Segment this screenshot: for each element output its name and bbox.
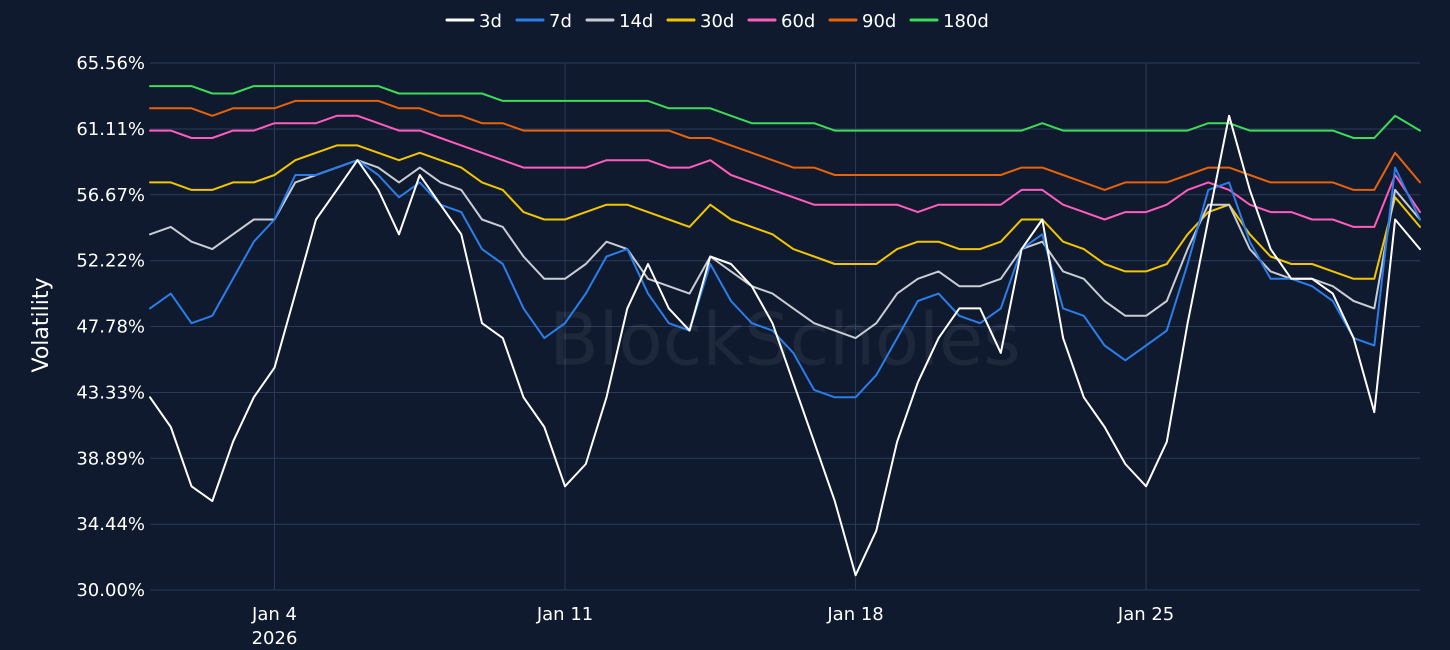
y-axis-title: Volatility — [29, 277, 54, 372]
x-tick-sublabel: 2026 — [252, 628, 298, 649]
legend-label-3d: 3d — [479, 11, 502, 32]
legend-label-7d: 7d — [549, 11, 572, 32]
series-line-60d — [149, 114, 1421, 228]
y-tick-label: 56.67% — [76, 185, 145, 206]
x-tick-label: Jan 18 — [826, 604, 883, 625]
y-tick-label: 65.56% — [76, 53, 145, 74]
series-line-7d — [149, 159, 1421, 399]
y-tick-label: 34.44% — [76, 514, 145, 535]
x-tick-label: Jan 25 — [1117, 604, 1174, 625]
series-line-14d — [149, 159, 1421, 340]
x-tick-label: Jan 11 — [536, 604, 593, 625]
y-tick-label: 47.78% — [76, 317, 145, 338]
legend-label-30d: 30d — [700, 11, 734, 32]
grid-layer — [150, 62, 1420, 591]
y-tick-label: 30.00% — [76, 580, 145, 601]
series-line-3d — [149, 114, 1421, 577]
legend-label-180d: 180d — [943, 11, 989, 32]
legend: 3d 7d 14d 30d 60d 90d 180d — [445, 11, 989, 32]
series-layer — [149, 85, 1421, 577]
legend-label-14d: 14d — [619, 11, 653, 32]
y-tick-label: 61.11% — [76, 119, 145, 140]
series-line-30d — [149, 144, 1421, 280]
y-tick-label: 52.22% — [76, 251, 145, 272]
x-tick-label: Jan 4 — [251, 604, 297, 625]
y-tick-label: 38.89% — [76, 448, 145, 469]
y-tick-label: 43.33% — [76, 382, 145, 403]
x-axis-ticks: Jan 4 2026 Jan 11 Jan 18 Jan 25 — [251, 604, 1174, 649]
legend-label-90d: 90d — [862, 11, 896, 32]
series-line-180d — [149, 85, 1421, 139]
legend-label-60d: 60d — [781, 11, 815, 32]
y-axis-ticks: 30.00% 34.44% 38.89% 43.33% 47.78% 52.22% 56.6… — [76, 53, 145, 601]
watermark-text: BlockScholes — [549, 298, 1021, 382]
series-line-90d — [149, 99, 1421, 191]
